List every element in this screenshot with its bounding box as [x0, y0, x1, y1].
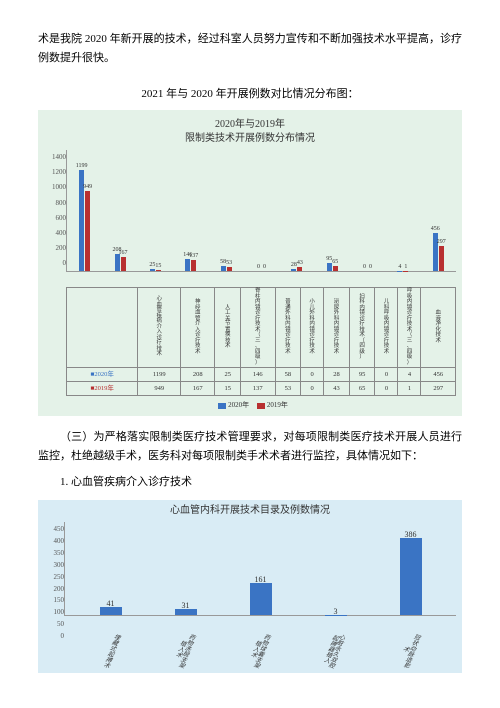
legend-swatch-2020	[218, 403, 226, 409]
chart1-legend: 2020年 2019年	[44, 400, 456, 412]
chart1-title: 2020年与2019年 限制类技术开展例数分布情况	[44, 118, 456, 146]
chart1-container: 2020年与2019年 限制类技术开展例数分布情况 14001200100080…	[38, 110, 462, 416]
chart1-yaxis: 1400120010008006004002000	[44, 150, 66, 270]
chart1-table: 心血管疾病介入诊疗技术神经血管介入诊疗技术人工关节置换技术脊柱内镜诊疗技术（三、…	[66, 287, 456, 396]
chart2-xlabels: 埋藏式起搏术药物洗脱支架植入术药物球囊支架植入术心脏永久双腔起搏器植入冠状动脉造…	[64, 627, 456, 669]
chart1-plot: 1400120010008006004002000 11999492081672…	[44, 150, 456, 285]
chart2-yaxis: 450400350300250200150100500	[44, 522, 64, 614]
legend-label-2020: 2020年	[228, 401, 249, 409]
chart1-bars: 1199949208167251514613758530028439565004…	[66, 150, 456, 272]
section3-item1: 1. 心血管疾病介入诊疗技术	[38, 473, 462, 492]
chart2-plot: 450400350300250200150100500 41311613386	[44, 522, 456, 627]
intro-paragraph: 术是我院 2020 年新开展的技术，经过科室人员努力宣传和不断加强技术水平提高，…	[38, 30, 462, 67]
chart2-bars: 41311613386	[64, 522, 456, 616]
legend-swatch-2019	[257, 403, 265, 409]
section3-paragraph: （三）为严格落实限制类医疗技术管理要求，对每项限制类医疗技术开展人员进行监控，杜…	[38, 428, 462, 465]
chart2-title: 心血管内科开展技术目录及例数情况	[44, 504, 456, 518]
chart1-title-line2: 限制类技术开展例数分布情况	[185, 133, 315, 144]
legend-label-2019: 2019年	[267, 401, 288, 409]
chart1-heading: 2021 年与 2020 年开展例数对比情况分布图：	[38, 85, 462, 104]
chart2-container: 心血管内科开展技术目录及例数情况 45040035030025020015010…	[38, 500, 462, 673]
chart1-title-line1: 2020年与2019年	[215, 119, 285, 130]
